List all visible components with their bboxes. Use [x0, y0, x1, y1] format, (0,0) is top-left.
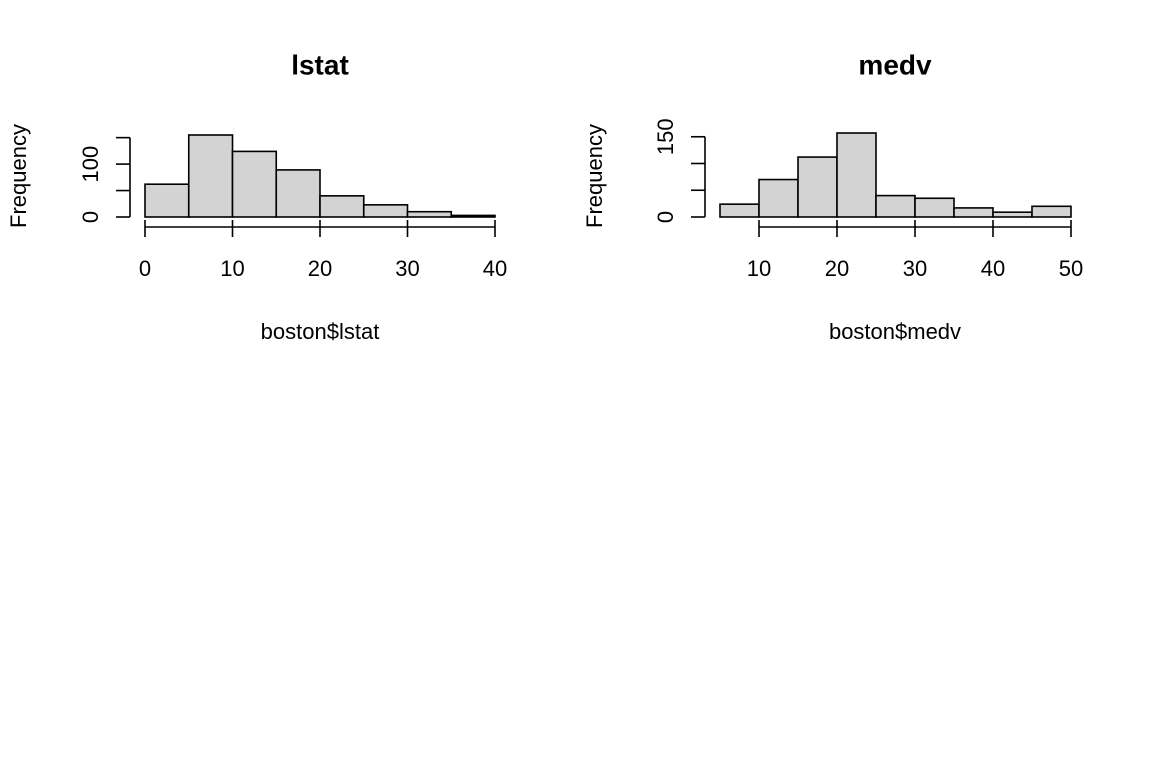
histogram-bar	[758, 178, 799, 218]
histogram-bar	[187, 134, 234, 218]
histogram-bar	[914, 197, 955, 218]
chart-title: medv	[858, 49, 932, 80]
histogram-bar	[992, 211, 1033, 218]
x-tick-label: 40	[981, 256, 1005, 281]
x-tick-label: 50	[1059, 256, 1083, 281]
chart-title: lstat	[291, 49, 349, 80]
y-tick-label: 100	[78, 146, 103, 183]
histogram-bar	[836, 132, 877, 218]
histogram-bar	[362, 204, 409, 218]
x-axis-label: boston$lstat	[261, 319, 380, 344]
y-tick-label: 150	[653, 118, 678, 155]
histogram-bar	[797, 156, 838, 218]
x-tick-label: 20	[825, 256, 849, 281]
x-tick-label: 40	[483, 256, 507, 281]
y-axis-label: Frequency	[582, 124, 607, 228]
histogram-bar	[144, 183, 190, 218]
histogram-bar	[1031, 205, 1072, 218]
histogram-panel-medv: medv 10 20 30 40 50 0 150 boston$medv Frequency	[582, 49, 1083, 343]
x-tick-label: 30	[395, 256, 419, 281]
y-tick-label: 0	[653, 211, 678, 223]
x-axis-label: boston$medv	[829, 319, 961, 344]
y-axis-label: Frequency	[6, 124, 31, 228]
histogram-bar	[231, 150, 278, 218]
histogram-bar	[319, 195, 365, 218]
x-tick-label: 10	[747, 256, 771, 281]
histogram-bar	[719, 203, 760, 218]
histogram-bar	[275, 169, 321, 218]
histogram-bar	[406, 210, 453, 218]
histogram-bar	[953, 207, 994, 218]
x-tick-label: 30	[903, 256, 927, 281]
x-tick-label: 0	[139, 256, 151, 281]
histogram-bar	[875, 194, 916, 218]
histogram-panel-lstat: lstat 0 10 20 30 40 0 100 boston$lstat Frequency	[6, 49, 507, 343]
y-tick-label: 0	[78, 211, 103, 223]
x-tick-label: 20	[308, 256, 332, 281]
x-tick-label: 10	[220, 256, 244, 281]
histogram-bar	[450, 214, 496, 218]
